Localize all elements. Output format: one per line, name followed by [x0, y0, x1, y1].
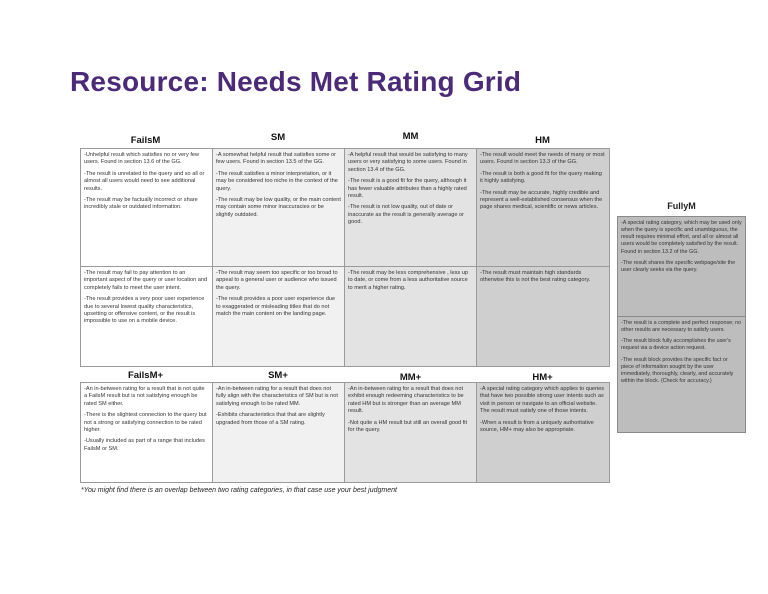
cell-text: -Exhibits characteristics that that are …	[216, 412, 325, 426]
rating-grid-plus: -An in-between rating for a result that …	[80, 382, 610, 483]
cell-text: -An in-between rating for a result that …	[84, 386, 205, 407]
footnote: *You might find there is an overlap betw…	[81, 487, 397, 494]
cell-sm: -A somewhat helpful result that satisfie…	[212, 148, 345, 267]
cell-text: -Not quite a HM result but still an over…	[348, 419, 468, 433]
cell-text: -The result may be less comprehensive , …	[348, 270, 469, 291]
cell-sm-plus: -An in-between rating for a result that …	[212, 382, 345, 483]
fullym-row-2: -The result is a complete and perfect re…	[617, 316, 746, 433]
cell-text: -An in-between rating for a result that …	[348, 386, 464, 415]
page-title: Resource: Needs Met Rating Grid	[70, 66, 522, 97]
cell-failsm-plus: -An in-between rating for a result that …	[80, 382, 213, 483]
cell-mm-plus: -An in-between rating for a result that …	[344, 382, 477, 483]
header-hm: HM	[535, 135, 550, 146]
cell-text: -The result provides a poor user experie…	[216, 296, 336, 317]
cell-fullym-2: -The result is a complete and perfect re…	[617, 316, 746, 433]
cell-text: -When a result is from a uniquely author…	[480, 419, 594, 433]
header-hm-plus: HM+	[532, 372, 553, 383]
header-failsm-plus: FailsM+	[127, 370, 164, 381]
cell-text: -The result would meet the needs of many…	[480, 152, 605, 166]
cell-mm-low: -The result may be less comprehensive , …	[344, 266, 477, 367]
grid-row-plus: -An in-between rating for a result that …	[80, 382, 610, 483]
cell-text: -The result may seem too specific or too…	[216, 270, 338, 291]
cell-text: -The result is a complete and perfect re…	[621, 320, 742, 334]
cell-hm-plus: -A special rating category which applies…	[476, 382, 610, 483]
cell-text: -The result is a good fit for the query,…	[348, 178, 467, 199]
cell-text: -The result may be low quality, or the m…	[216, 196, 341, 218]
fullym-table: -A special rating category, which may be…	[617, 216, 746, 433]
cell-text: -The result provides a very poor user ex…	[84, 296, 205, 325]
cell-text: -The result may fail to pay attention to…	[84, 270, 208, 291]
cell-text: -A special rating category which applies…	[480, 386, 605, 415]
rating-grid-main: -Unhelpful result which satisfies no or …	[80, 148, 610, 367]
cell-failsm: -Unhelpful result which satisfies no or …	[80, 148, 213, 267]
header-fullym: FullyM	[667, 201, 696, 211]
cell-text: -The result is both a good fit for the q…	[480, 170, 602, 185]
cell-text: -An in-between rating for a result that …	[216, 386, 338, 407]
cell-failsm-low: -The result may fail to pay attention to…	[80, 266, 213, 367]
grid-row-low: -The result may fail to pay attention to…	[80, 266, 610, 367]
grid-row-base: -Unhelpful result which satisfies no or …	[80, 148, 610, 267]
header-mm-plus: MM+	[399, 372, 422, 383]
cell-text: -The result must maintain high standards…	[480, 270, 591, 284]
cell-text: -The result may be accurate, highly cred…	[480, 189, 603, 211]
header-sm: SM	[270, 132, 286, 143]
cell-hm-low: -The result must maintain high standards…	[476, 266, 610, 367]
cell-text: -The result is unrelated to the query an…	[84, 170, 205, 192]
header-mm: MM	[402, 131, 419, 142]
cell-text: -A helpful result that would be satisfyi…	[348, 152, 468, 173]
header-sm-plus: SM+	[268, 370, 288, 381]
cell-text: -The result is not low quality, out of d…	[348, 204, 464, 225]
cell-hm: -The result would meet the needs of many…	[476, 148, 610, 267]
header-failsm: FailsM	[130, 135, 161, 146]
cell-mm: -A helpful result that would be satisfyi…	[344, 148, 477, 267]
cell-text: -The result block fully accomplishes the…	[621, 338, 731, 352]
cell-text: -A somewhat helpful result that satisfie…	[216, 152, 337, 166]
cell-text: -There is the slightest connection to th…	[84, 412, 207, 433]
cell-sm-low: -The result may seem too specific or too…	[212, 266, 345, 367]
cell-fullym-1: -A special rating category, which may be…	[617, 216, 746, 317]
cell-text: -Usually included as part of a range tha…	[84, 438, 205, 452]
cell-text: -A special rating category, which may be…	[621, 220, 742, 255]
cell-text: -The result satisfies a minor interpreta…	[216, 170, 338, 192]
cell-text: -Unhelpful result which satisfies no or …	[84, 152, 200, 166]
fullym-row-1: -A special rating category, which may be…	[617, 216, 746, 317]
cell-text: -The result may be factually incorrect o…	[84, 196, 198, 211]
cell-text: -The result shares the specific webpage/…	[621, 259, 736, 273]
cell-text: -The result block provides the specific …	[621, 356, 734, 384]
